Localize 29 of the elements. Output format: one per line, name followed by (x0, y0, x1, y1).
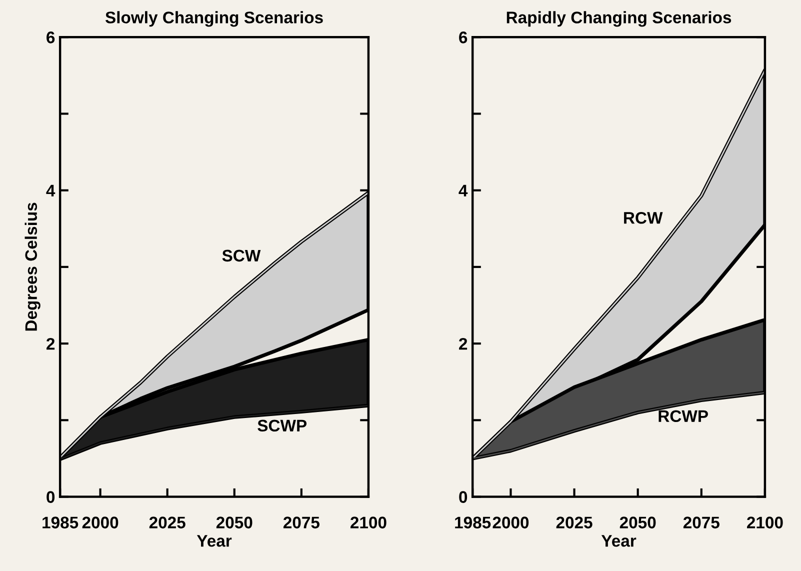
y-tick-label: 4 (46, 184, 56, 196)
x-tick-label: 1985 (455, 516, 491, 528)
series-label: RCWP (658, 410, 708, 422)
y-tick-label: 2 (46, 338, 55, 350)
x-tick-label: 2000 (492, 516, 529, 528)
chart-title: Rapidly Changing Scenarios (506, 11, 732, 27)
x-tick-label: 2075 (683, 516, 720, 528)
x-axis-title: Year (601, 535, 636, 547)
x-tick-label: 2025 (149, 516, 186, 528)
x-tick-label: 1985 (42, 516, 78, 528)
x-tick-label: 2100 (350, 516, 386, 528)
series-label: RCW (624, 212, 663, 224)
y-tick-label: 0 (459, 491, 468, 503)
x-tick-label: 2000 (82, 516, 118, 528)
x-tick-label: 2050 (216, 516, 252, 528)
series-label: SCW (222, 250, 261, 262)
y-tick-label: 6 (46, 32, 55, 44)
x-tick-label: 2075 (283, 516, 320, 528)
x-tick-label: 2025 (556, 516, 592, 528)
x-axis-title: Year (196, 535, 232, 547)
series-label: SCWP (258, 420, 307, 432)
y-tick-label: 0 (46, 491, 55, 503)
y-axis-title: Degrees Celsius (24, 202, 40, 331)
y-tick-label: 4 (458, 184, 468, 196)
y-tick-label: 2 (459, 338, 468, 350)
chart-title: Slowly Changing Scenarios (105, 11, 323, 27)
x-tick-label: 2050 (620, 516, 656, 528)
y-tick-label: 6 (459, 32, 468, 44)
x-tick-label: 2100 (746, 516, 783, 528)
